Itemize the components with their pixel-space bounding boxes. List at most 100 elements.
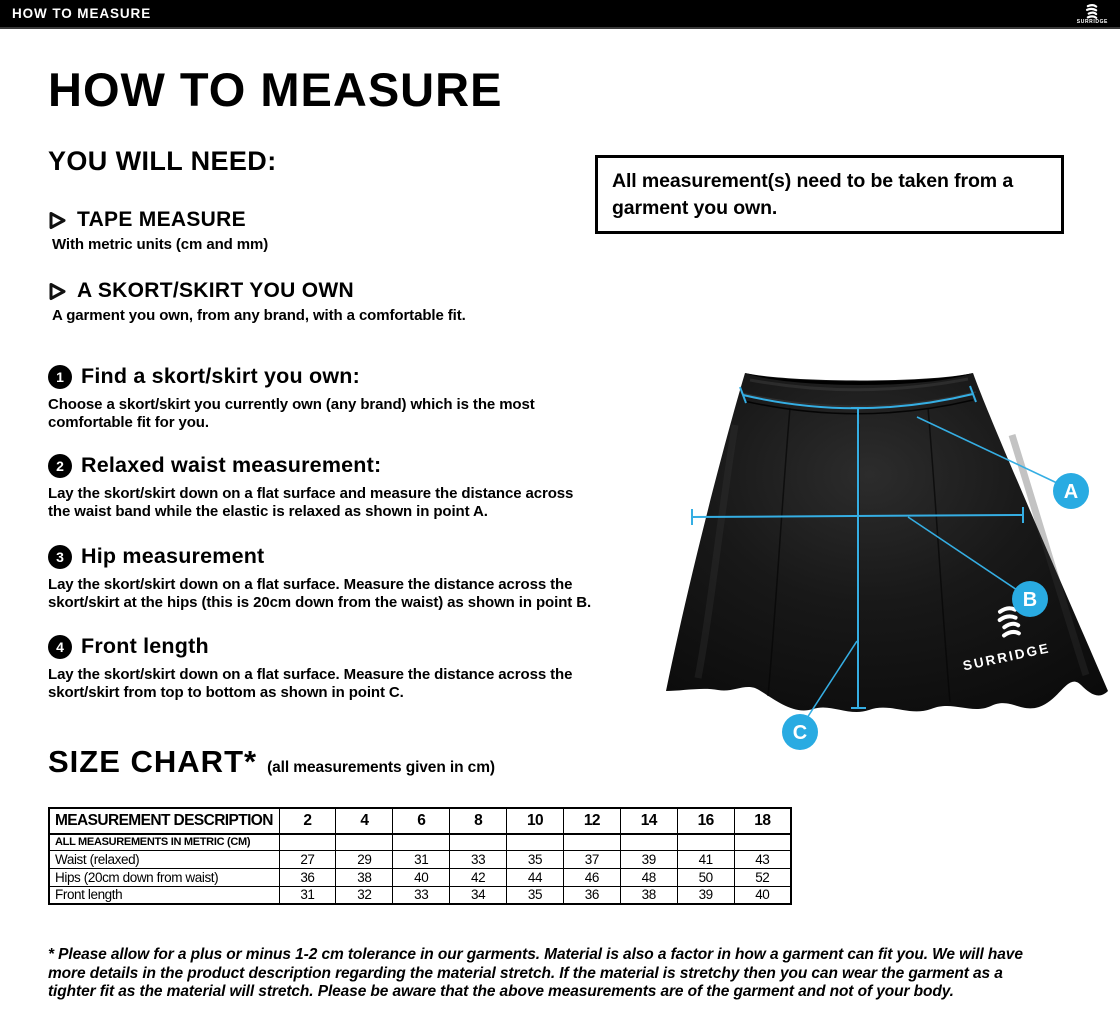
label-c: C (793, 722, 807, 744)
measurement-value: 40 (392, 867, 451, 887)
empty-cell (392, 833, 451, 851)
empty-cell (619, 833, 678, 851)
measurement-value: 36 (562, 885, 621, 905)
label-b: B (1023, 589, 1037, 611)
need-item-description: With metric units (cm and mm) (52, 236, 269, 253)
measurement-value: 42 (449, 867, 508, 887)
measurement-value: 41 (676, 849, 735, 869)
measurement-value: 38 (619, 885, 678, 905)
topbar-title: HOW TO MEASURE (12, 6, 152, 21)
need-item-tape-measure: TAPE MEASURE With metric units (cm and m… (48, 208, 268, 253)
empty-cell (562, 833, 621, 851)
size-chart-subtitle: (all measurements given in cm) (267, 759, 495, 776)
size-chart-title: SIZE CHART* (48, 744, 258, 779)
header-size-18: 18 (733, 807, 792, 835)
page-title: HOW TO MEASURE (48, 63, 503, 116)
need-item-description: A garment you own, from any brand, with … (52, 307, 466, 324)
empty-cell (278, 833, 337, 851)
step-description: Lay the skort/skirt down on a flat surfa… (48, 485, 574, 520)
step-1: 1 Find a skort/skirt you own: Choose a s… (48, 364, 688, 432)
need-item-title: A SKORT/SKIRT YOU OWN (77, 279, 354, 302)
leader-line-b (907, 516, 1018, 591)
measurement-value: 44 (506, 867, 564, 887)
row-label: Waist (relaxed) (48, 849, 280, 869)
label-circle-a (1053, 473, 1089, 509)
measurement-lines (691, 385, 1058, 719)
surridge-logo: SURRIDGE (1076, 3, 1108, 25)
skort-measurement-diagram: SURRIDGE (640, 360, 1120, 760)
measurement-value: 36 (278, 867, 337, 887)
label-a: A (1064, 481, 1078, 503)
step-description: Lay the skort/skirt down on a flat surfa… (48, 666, 573, 701)
measurement-value: 34 (449, 885, 508, 905)
step-description: Lay the skort/skirt down on a flat surfa… (48, 576, 592, 611)
step-number-badge: 1 (48, 364, 72, 389)
step-description: Choose a skort/skirt you currently own (… (48, 396, 535, 431)
surridge-wordmark: SURRIDGE (1076, 18, 1108, 25)
skort-illustration (666, 373, 1108, 713)
play-triangle-icon (49, 211, 66, 229)
measurement-value: 39 (619, 849, 678, 869)
measurement-value: 35 (506, 849, 564, 869)
table-row: Front length 31 32 33 34 35 36 38 39 40 (48, 885, 792, 905)
tolerance-footnote: * Please allow for a plus or minus 1-2 c… (48, 946, 1023, 1000)
row-label: Hips (20cm down from waist) (48, 867, 280, 887)
note-box: All measurement(s) need to be taken from… (595, 155, 1064, 234)
header-measurement-description: MEASUREMENT DESCRIPTION (48, 807, 280, 835)
measurement-value: 40 (733, 885, 792, 905)
empty-cell (733, 833, 792, 851)
header-size-8: 8 (449, 807, 508, 835)
header-size-6: 6 (392, 807, 451, 835)
step-number-badge: 2 (48, 453, 72, 478)
hip-measure-line (691, 514, 1024, 518)
label-circle-c (782, 714, 818, 750)
size-chart-header-row: MEASUREMENT DESCRIPTION 2 4 6 8 10 12 14 16 18 (48, 807, 792, 835)
measurement-value: 37 (562, 849, 621, 869)
step-4: 4 Front length Lay the skort/skirt down … (48, 634, 688, 702)
header-size-16: 16 (676, 807, 735, 835)
need-item-title: TAPE MEASURE (77, 208, 246, 231)
row-label: Front length (48, 885, 280, 905)
header-size-14: 14 (619, 807, 678, 835)
measurement-value: 46 (562, 867, 621, 887)
empty-cell (449, 833, 508, 851)
step-2: 2 Relaxed waist measurement: Lay the sko… (48, 453, 688, 521)
empty-cell (676, 833, 735, 851)
size-chart-table: MEASUREMENT DESCRIPTION 2 4 6 8 10 12 14 16 18 AL… (48, 807, 793, 905)
empty-cell (335, 833, 394, 851)
measurement-value: 31 (392, 849, 451, 869)
step-title: Find a skort/skirt you own: (81, 364, 360, 388)
header-size-12: 12 (562, 807, 621, 835)
measurement-value: 33 (392, 885, 451, 905)
you-will-need-heading: YOU WILL NEED: (48, 146, 277, 176)
play-triangle-icon (49, 282, 66, 300)
measurement-value: 50 (676, 867, 735, 887)
surridge-s-icon (997, 606, 1021, 638)
surridge-s-icon (1086, 3, 1098, 19)
header-size-2: 2 (278, 807, 337, 835)
measurement-value: 39 (676, 885, 735, 905)
measurement-value: 27 (278, 849, 337, 869)
measurement-value: 52 (733, 867, 792, 887)
step-title: Hip measurement (81, 544, 265, 568)
table-row: Waist (relaxed) 27 29 31 33 35 37 39 41 43 (48, 849, 792, 869)
step-number-badge: 4 (48, 634, 72, 659)
measurement-value: 43 (733, 849, 792, 869)
step-title: Front length (81, 634, 209, 658)
label-circle-b (1012, 581, 1048, 617)
table-row: Hips (20cm down from waist) 36 38 40 42 44 46 4… (48, 867, 792, 887)
size-chart-heading: SIZE CHART* (all measurements given in c… (48, 744, 495, 780)
empty-cell (506, 833, 564, 851)
leader-line-c (806, 640, 858, 719)
measurement-value: 29 (335, 849, 394, 869)
measurement-value: 33 (449, 849, 508, 869)
metric-note-row: ALL MEASUREMENTS IN METRIC (CM) (48, 833, 792, 851)
step-3: 3 Hip measurement Lay the skort/skirt do… (48, 544, 688, 612)
measurement-value: 38 (335, 867, 394, 887)
header-size-10: 10 (506, 807, 564, 835)
metric-note-label: ALL MEASUREMENTS IN METRIC (CM) (48, 833, 280, 851)
measurement-value: 35 (506, 885, 564, 905)
top-bar: HOW TO MEASURE SURRIDGE (0, 0, 1120, 29)
step-title: Relaxed waist measurement: (81, 453, 382, 477)
